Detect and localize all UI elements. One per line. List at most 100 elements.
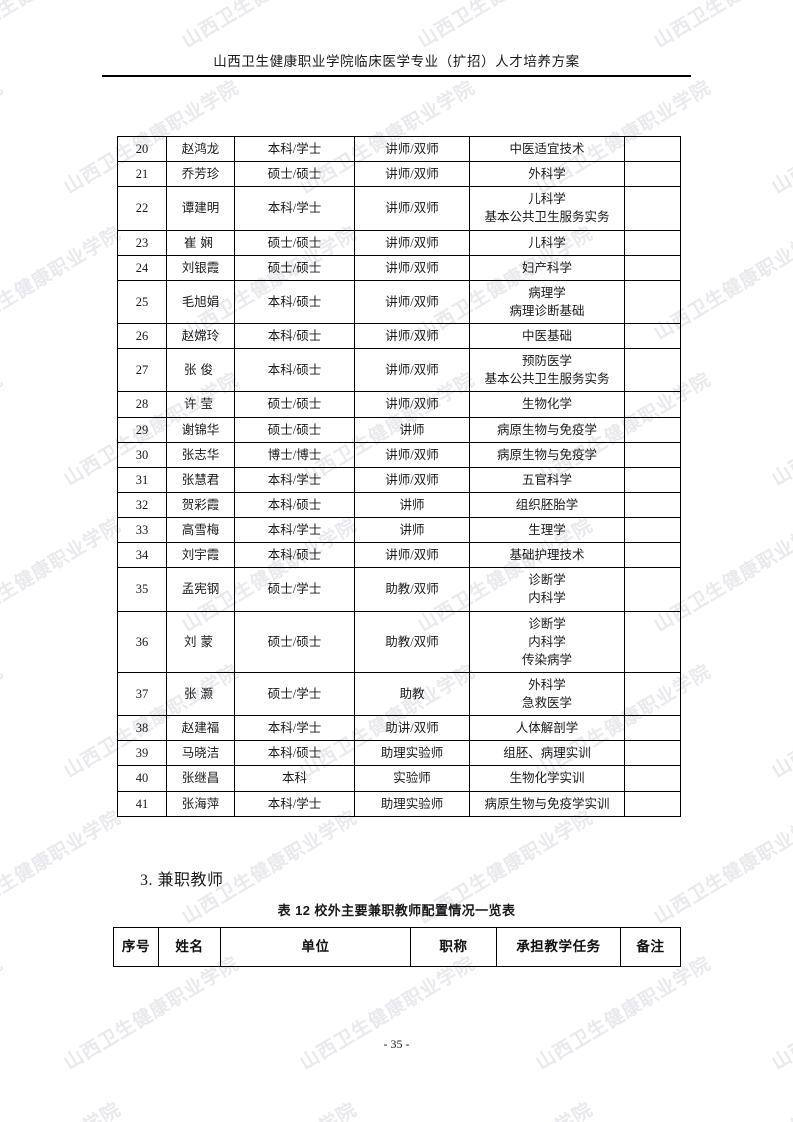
table12-column-header: 单位 xyxy=(220,927,411,967)
cell-name: 孟宪钢 xyxy=(166,567,235,612)
cell-index: 33 xyxy=(117,516,167,544)
cell-index: 29 xyxy=(117,416,167,443)
table12-caption: 表 12 校外主要兼职教师配置情况一览表 xyxy=(277,903,516,918)
staff-table-body: 20 赵鸿龙 本科/学士 讲师/双师 中医适宜技术 21 乔芳珍 硕士/硕士 讲师/双师 外科学 2… xyxy=(117,135,681,817)
cell-title: 实验师 xyxy=(354,765,470,792)
task-line: 儿科学 xyxy=(528,235,566,250)
cell-note xyxy=(624,254,681,281)
cell-note xyxy=(624,610,681,673)
staff-table: 20 赵鸿龙 本科/学士 讲师/双师 中医适宜技术 21 乔芳珍 硕士/硕士 讲师/双师 外科学 2… xyxy=(117,135,681,817)
task-line: 五官科学 xyxy=(521,472,572,487)
cell-title: 讲师/双师 xyxy=(354,254,470,281)
task-line: 病理诊断基础 xyxy=(509,303,585,318)
cell-name: 崔娴 xyxy=(166,229,235,256)
table-row: 22 谭建明 本科/学士 讲师/双师 儿科学 基本公共卫生服务实务 xyxy=(117,186,681,231)
task-line: 中医适宜技术 xyxy=(509,142,585,156)
cell-degree: 本科 xyxy=(234,765,355,792)
task-line: 病理学 xyxy=(528,285,566,300)
task-line: 生理学 xyxy=(528,523,566,537)
cell-degree: 本科/学士 xyxy=(234,186,355,231)
cell-name: 张志华 xyxy=(166,441,235,468)
cell-tasks: 病原生物与免疫学 xyxy=(469,441,625,468)
cell-title: 讲师 xyxy=(354,491,470,519)
cell-note xyxy=(624,790,681,817)
cell-title: 讲师/双师 xyxy=(354,186,470,231)
cell-title: 助讲/双师 xyxy=(354,715,470,742)
cell-tasks: 外科学 急救医学 xyxy=(469,671,625,717)
cell-name: 贺彩霞 xyxy=(166,491,235,519)
task-line: 组织胚胎学 xyxy=(515,497,579,512)
cell-name: 谢锦华 xyxy=(166,416,235,443)
task-line: 传染病学 xyxy=(521,652,572,667)
cell-name: 张灏 xyxy=(166,671,235,717)
task-line: 外科学 xyxy=(528,677,566,692)
task-line: 诊断学 xyxy=(528,616,566,631)
cell-name: 许莹 xyxy=(166,391,235,418)
table-row: 35 孟宪钢 硕士/学士 助教/双师 诊断学 内科学 xyxy=(117,567,681,612)
task-line: 基本公共卫生服务实务 xyxy=(484,372,610,387)
cell-tasks: 人体解剖学 xyxy=(469,715,625,742)
cell-note xyxy=(624,542,681,569)
cell-note xyxy=(624,135,681,163)
section-heading: 3. 兼职教师 xyxy=(140,872,224,889)
cell-name: 赵嫦玲 xyxy=(166,322,235,350)
cell-note xyxy=(624,491,681,519)
task-line: 内科学 xyxy=(528,591,566,606)
task-line: 基础护理技术 xyxy=(509,548,585,563)
cell-tasks: 诊断学 内科学 xyxy=(469,567,625,612)
cell-degree: 本科/学士 xyxy=(234,790,355,817)
cell-index: 24 xyxy=(117,254,167,281)
table12: 序号 姓名 单位 职称 承担教学任务 备注 xyxy=(113,927,681,967)
task-line: 急救医学 xyxy=(521,696,572,710)
cell-title: 助理实验师 xyxy=(354,790,470,817)
table-row: 27 张俊 本科/硕士 讲师/双师 预防医学 基本公共卫生服务实务 xyxy=(117,348,681,393)
table-row: 24 刘银霞 硕士/硕士 讲师/双师 妇产科学 xyxy=(117,254,681,281)
table12-column-header: 承担教学任务 xyxy=(496,927,621,967)
cell-degree: 本科/硕士 xyxy=(234,491,355,519)
cell-name: 乔芳珍 xyxy=(166,161,235,188)
cell-name: 张继昌 xyxy=(166,765,235,792)
cell-title: 讲师 xyxy=(354,416,470,443)
cell-degree: 硕士/硕士 xyxy=(234,229,355,256)
task-line: 生物化学 xyxy=(521,397,572,412)
cell-title: 助教/双师 xyxy=(354,610,470,673)
cell-tasks: 生理学 xyxy=(469,516,625,544)
cell-name: 刘宇霞 xyxy=(166,542,235,569)
cell-tasks: 基础护理技术 xyxy=(469,542,625,569)
task-line: 儿科学 xyxy=(528,192,566,207)
cell-title: 讲师/双师 xyxy=(354,279,470,325)
task-line: 组胚、病理实训 xyxy=(503,746,591,761)
cell-note xyxy=(624,765,681,792)
cell-tasks: 病原生物与免疫学实训 xyxy=(469,790,625,817)
table-row: 41 张海萍 本科/学士 助理实验师 病原生物与免疫学实训 xyxy=(117,790,681,817)
cell-index: 20 xyxy=(117,135,167,163)
table-row: 29 谢锦华 硕士/硕士 讲师 病原生物与免疫学 xyxy=(117,416,681,443)
cell-note xyxy=(624,466,681,493)
cell-tasks: 诊断学 内科学 传染病学 xyxy=(469,610,625,673)
cell-index: 37 xyxy=(117,671,167,717)
cell-note xyxy=(624,441,681,468)
cell-name: 张俊 xyxy=(166,348,235,393)
cell-degree: 博士/博士 xyxy=(234,441,355,468)
table-row: 38 赵建福 本科/学士 助讲/双师 人体解剖学 xyxy=(117,715,681,742)
cell-title: 讲师/双师 xyxy=(354,391,470,418)
cell-tasks: 病原生物与免疫学 xyxy=(469,416,625,443)
task-line: 诊断学 xyxy=(528,573,566,588)
cell-title: 讲师/双师 xyxy=(354,161,470,188)
staff-table-container: 20 赵鸿龙 本科/学士 讲师/双师 中医适宜技术 21 乔芳珍 硕士/硕士 讲师/双师 外科学 2… xyxy=(117,135,681,817)
table-row: 23 崔娴 硕士/硕士 讲师/双师 儿科学 xyxy=(117,229,681,256)
cell-tasks: 生物化学实训 xyxy=(469,765,625,792)
cell-index: 25 xyxy=(117,279,167,325)
cell-index: 34 xyxy=(117,542,167,569)
cell-name: 毛旭娟 xyxy=(166,279,235,325)
cell-degree: 硕士/硕士 xyxy=(234,416,355,443)
table-row: 37 张灏 硕士/学士 助教 外科学 急救医学 xyxy=(117,671,681,717)
table12-column-header: 职称 xyxy=(410,927,497,967)
cell-degree: 本科/学士 xyxy=(234,135,355,163)
cell-note xyxy=(624,567,681,612)
cell-note xyxy=(624,279,681,325)
cell-title: 讲师/双师 xyxy=(354,322,470,350)
cell-index: 28 xyxy=(117,391,167,418)
table-row: 20 赵鸿龙 本科/学士 讲师/双师 中医适宜技术 xyxy=(117,135,681,163)
